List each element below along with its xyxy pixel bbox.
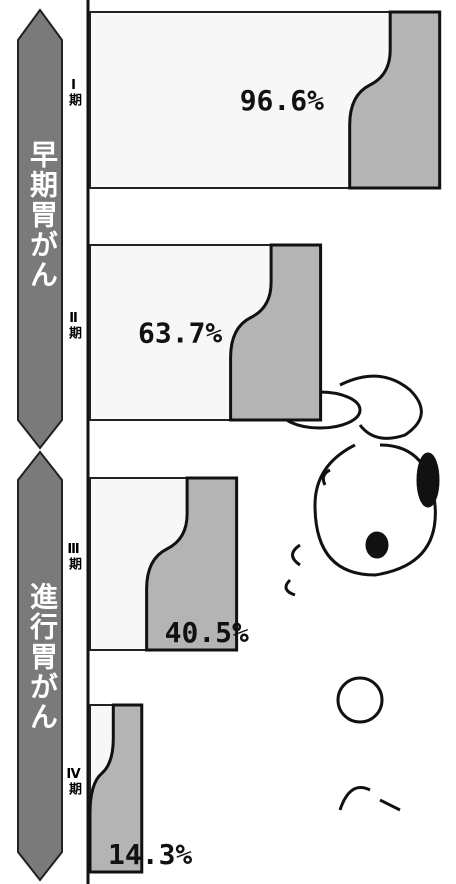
group-label: 進行胃がん — [26, 582, 59, 732]
category-label: Ⅳ期 — [66, 766, 81, 795]
bar-cap — [88, 703, 144, 874]
group-band — [17, 8, 63, 450]
value-label: 14.3% — [108, 838, 192, 871]
value-label: 96.6% — [240, 84, 324, 117]
bar-cap — [145, 476, 239, 652]
value-label: 63.7% — [138, 317, 222, 350]
value-label: 40.5% — [165, 616, 249, 649]
group-label: 早期胃がん — [26, 140, 59, 290]
category-label: Ⅰ期 — [66, 78, 81, 106]
bar-cap — [348, 10, 442, 190]
dog-illustration — [278, 374, 440, 812]
group-band — [17, 450, 63, 882]
category-label: Ⅲ期 — [66, 542, 81, 570]
category-label: Ⅱ期 — [66, 310, 81, 339]
bar-cap — [229, 243, 323, 422]
